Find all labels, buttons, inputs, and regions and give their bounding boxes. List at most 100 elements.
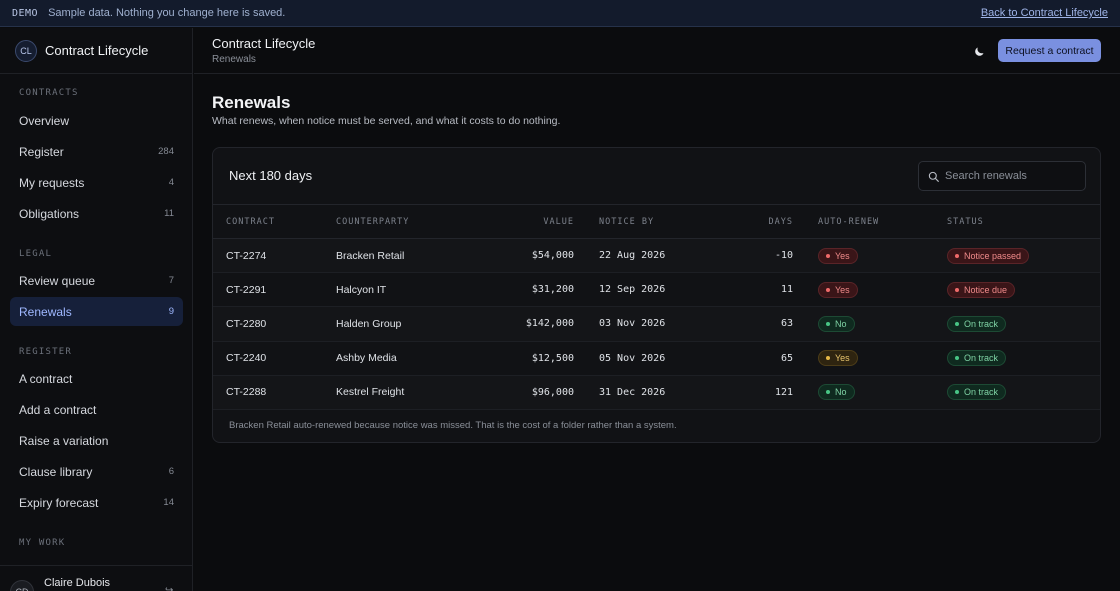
status-label: Notice passed <box>964 250 1022 261</box>
status-dot <box>826 390 830 395</box>
sidebar-item-label: Overview <box>19 113 70 128</box>
renewals-card: Next 180 days CONTRACT COUNTERPARTY VALU… <box>212 147 1101 443</box>
table-row[interactable]: CT-2274 Bracken Retail $54,000 22 Aug 2026 -… <box>213 238 1100 273</box>
sidebar-item-register[interactable]: Register 284 <box>10 137 183 166</box>
days-remaining: 65 <box>780 352 793 364</box>
sidebar-item-count: 14 <box>163 497 174 508</box>
notice-by-date: 22 Aug 2026 <box>599 250 666 262</box>
contract-id[interactable]: CT-2240 <box>226 352 267 365</box>
column-header[interactable]: CONTRACT <box>226 216 275 227</box>
status-dot <box>955 390 959 395</box>
sidebar-item-count: 9 <box>168 306 174 317</box>
status-badge: On track <box>947 315 1007 332</box>
sidebar-item-label: My requests <box>19 175 85 190</box>
search-input[interactable] <box>945 170 1075 182</box>
table-row[interactable]: CT-2291 Halcyon IT $31,200 12 Sep 2026 11 Yes… <box>213 273 1100 307</box>
contract-value: $96,000 <box>531 386 574 398</box>
sidebar-item-count: 6 <box>168 466 174 477</box>
notice-by-date: 31 Dec 2026 <box>599 386 666 398</box>
request-contract-button[interactable]: Request a contract <box>998 39 1101 62</box>
theme-toggle-button[interactable] <box>970 42 988 60</box>
sidebar-item-a-contract[interactable]: A contract <box>10 364 183 393</box>
auto-renew-label: No <box>835 318 847 329</box>
column-header[interactable]: STATUS <box>947 216 984 227</box>
status-badge: On track <box>947 384 1007 401</box>
sidebar-item-label: Renewals <box>19 304 72 319</box>
contract-value: $54,000 <box>531 250 574 262</box>
nav-section-register: REGISTER <box>19 347 72 357</box>
auto-renew-badge: Yes <box>818 281 858 298</box>
brand-logo: CL <box>15 39 37 62</box>
column-header[interactable]: COUNTERPARTY <box>336 216 410 227</box>
column-header[interactable]: NOTICE BY <box>599 216 655 227</box>
sidebar-item-label: Expiry forecast <box>19 495 99 510</box>
status-dot <box>955 287 959 292</box>
demo-message: Sample data. Nothing you change here is … <box>48 7 286 19</box>
status-badge: Notice passed <box>947 247 1030 264</box>
sidebar-item-label: Register <box>19 144 64 159</box>
counterparty: Halden Group <box>336 317 402 330</box>
sidebar-item-my-requests[interactable]: My requests 4 <box>10 168 183 197</box>
counterparty: Ashby Media <box>336 352 397 365</box>
notice-by-date: 05 Nov 2026 <box>599 352 666 364</box>
sidebar-item-clause-library[interactable]: Clause library 6 <box>10 457 183 486</box>
table-row[interactable]: CT-2240 Ashby Media $12,500 05 Nov 2026 65 Ye… <box>213 341 1100 376</box>
table-row[interactable]: CT-2280 Halden Group $142,000 03 Nov 2026 63… <box>213 306 1100 342</box>
sidebar-item-count: 7 <box>168 275 174 286</box>
auto-renew-badge: Yes <box>818 247 858 264</box>
contract-value: $142,000 <box>525 318 574 330</box>
search-box[interactable] <box>918 161 1086 191</box>
sidebar-item-add-contract[interactable]: Add a contract <box>10 395 183 424</box>
auto-renew-label: Yes <box>835 250 850 261</box>
sign-out-icon[interactable]: ↪ <box>165 585 174 591</box>
sidebar-item-label: Review queue <box>19 273 96 288</box>
counterparty: Kestrel Freight <box>336 386 405 399</box>
search-icon <box>928 171 939 182</box>
sidebar-item-label: Clause library <box>19 464 93 479</box>
sidebar-item-count: 284 <box>158 146 174 157</box>
sidebar-item-count: 4 <box>168 177 174 188</box>
contract-id[interactable]: CT-2280 <box>226 317 267 330</box>
sidebar-item-renewals[interactable]: Renewals 9 <box>10 297 183 326</box>
counterparty: Halcyon IT <box>336 283 387 296</box>
contract-id[interactable]: CT-2274 <box>226 249 267 262</box>
status-label: On track <box>964 318 999 329</box>
brand-name: Contract Lifecycle <box>45 43 149 58</box>
moon-icon <box>974 47 983 56</box>
sidebar-item-count: 11 <box>164 208 174 219</box>
counterparty: Bracken Retail <box>336 249 405 262</box>
contract-value: $31,200 <box>531 284 574 296</box>
auto-renew-label: Yes <box>835 284 850 295</box>
days-remaining: 63 <box>780 318 793 330</box>
contract-id[interactable]: CT-2291 <box>226 283 267 296</box>
table-row[interactable]: CT-2288 Kestrel Freight $96,000 31 Dec 2026… <box>213 375 1100 410</box>
column-header[interactable]: VALUE <box>543 216 574 227</box>
sidebar-item-expiry-forecast[interactable]: Expiry forecast 14 <box>10 488 183 517</box>
auto-renew-badge: No <box>818 384 855 401</box>
table-header-row: CONTRACT COUNTERPARTY VALUE NOTICE BY DA… <box>213 204 1100 239</box>
auto-renew-label: No <box>835 387 847 398</box>
column-header[interactable]: DAYS <box>768 216 793 227</box>
user-profile[interactable]: CD Claire Dubois ↪ <box>0 565 192 591</box>
auto-renew-badge: No <box>818 315 855 332</box>
page-title: Renewals <box>212 93 291 112</box>
status-dot <box>826 253 830 258</box>
brand[interactable]: CL Contract Lifecycle <box>0 28 192 74</box>
sidebar-item-overview[interactable]: Overview <box>10 106 183 135</box>
app-title: Contract Lifecycle <box>212 36 316 51</box>
sidebar-item-label: A contract <box>19 371 73 386</box>
breadcrumb: Renewals <box>212 54 256 65</box>
sidebar-item-raise-variation[interactable]: Raise a variation <box>10 426 183 455</box>
sidebar-item-obligations[interactable]: Obligations 11 <box>10 199 183 228</box>
sidebar: CL Contract Lifecycle CONTRACTS Overview… <box>0 28 193 591</box>
contract-id[interactable]: CT-2288 <box>226 386 267 399</box>
status-dot <box>955 356 959 361</box>
sidebar-item-review-queue[interactable]: Review queue 7 <box>10 266 183 295</box>
sidebar-item-label: Obligations <box>19 206 80 221</box>
notice-by-date: 03 Nov 2026 <box>599 318 666 330</box>
column-header[interactable]: AUTO-RENEW <box>818 216 880 227</box>
back-link[interactable]: Back to Contract Lifecycle <box>980 7 1108 19</box>
contract-value: $12,500 <box>531 352 574 364</box>
status-dot <box>826 287 830 292</box>
sidebar-item-label: Raise a variation <box>19 433 109 448</box>
